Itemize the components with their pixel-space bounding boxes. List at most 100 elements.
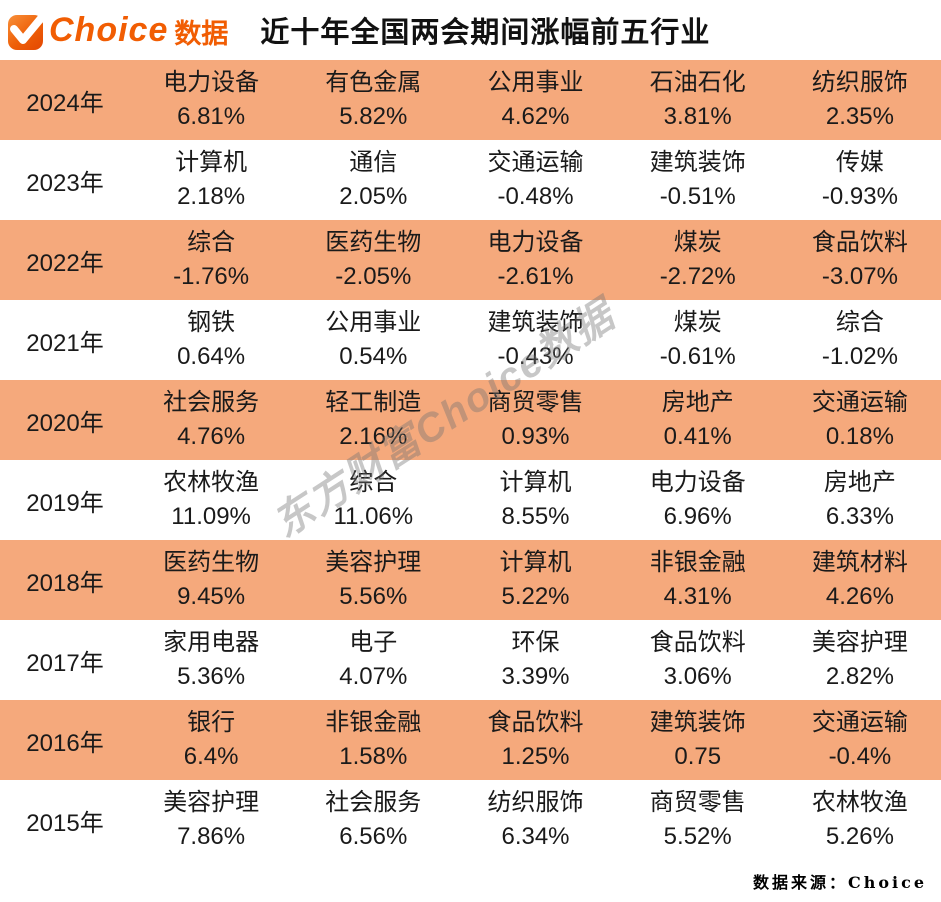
year-label: 2023年 [26, 169, 104, 197]
industry-change: 6.33% [825, 503, 894, 530]
industry-cell: 社会服务 6.56% [292, 780, 454, 860]
footer: 数据来源：Choice [0, 860, 941, 902]
industry-change: 5.82% [339, 103, 408, 130]
industry-name: 农林牧渔 [163, 469, 260, 496]
industry-name: 电力设备 [649, 469, 746, 496]
industry-name: 电力设备 [487, 229, 584, 256]
industry-name: 建筑装饰 [649, 149, 746, 176]
industry-cell: 建筑装饰 0.75 [617, 700, 779, 780]
industry-name: 食品饮料 [811, 229, 908, 256]
industry-name: 石油石化 [649, 69, 746, 96]
industry-cell: 房地产 6.33% [779, 460, 941, 540]
industry-cell: 家用电器 5.36% [130, 620, 292, 700]
industry-name: 医药生物 [163, 549, 260, 576]
industry-change: 11.06% [333, 503, 414, 530]
industry-cell: 建筑装饰 -0.43% [454, 300, 616, 380]
industry-change: 0.18% [825, 423, 894, 450]
industry-name: 建筑材料 [811, 549, 908, 576]
table-row: 2019年 农林牧渔 11.09% 综合 11.06% 计算机 8.55% 电力设备 6.96%… [0, 460, 941, 540]
table-row: 2024年 电力设备 6.81% 有色金属 5.82% 公用事业 4.62% 石油石化 3.81… [0, 60, 941, 140]
industry-name: 农林牧渔 [811, 789, 908, 816]
industry-change: 4.31% [663, 583, 732, 610]
check-icon [8, 6, 51, 50]
industry-cell: 综合 11.06% [292, 460, 454, 540]
industry-name: 社会服务 [163, 389, 260, 416]
industry-change: 0.64% [177, 343, 246, 370]
industry-name: 建筑装饰 [487, 309, 584, 336]
industry-name: 煤炭 [673, 229, 722, 256]
industry-name: 非银金融 [649, 549, 746, 576]
industry-name: 传媒 [835, 149, 884, 176]
industry-change: 8.55% [501, 503, 570, 530]
industry-name: 电力设备 [163, 69, 260, 96]
industry-cell: 医药生物 9.45% [130, 540, 292, 620]
industry-cell: 食品饮料 3.06% [617, 620, 779, 700]
year-label: 2022年 [26, 249, 104, 277]
table-row: 2016年 银行 6.4% 非银金融 1.58% 食品饮料 1.25% 建筑装饰 0.75 交通运… [0, 700, 941, 780]
industry-change: 2.82% [825, 663, 894, 690]
industry-name: 综合 [835, 309, 884, 336]
industry-change: -1.02% [821, 343, 898, 370]
industry-cell: 建筑装饰 -0.51% [617, 140, 779, 220]
industry-change: -2.05% [335, 263, 412, 290]
industry-change: 2.35% [825, 103, 894, 130]
industry-cell: 交通运输 -0.48% [454, 140, 616, 220]
industry-name: 煤炭 [673, 309, 722, 336]
industry-name: 交通运输 [811, 709, 908, 736]
industry-name: 钢铁 [187, 309, 236, 336]
industry-cell: 电力设备 6.81% [130, 60, 292, 140]
year-label: 2019年 [26, 489, 104, 517]
industry-name: 有色金属 [325, 69, 422, 96]
industry-change: 4.26% [825, 583, 894, 610]
year-label: 2024年 [26, 89, 104, 117]
industry-change: 5.22% [501, 583, 570, 610]
industry-change: 2.16% [339, 423, 408, 450]
year-label: 2016年 [26, 729, 104, 757]
industry-cell: 社会服务 4.76% [130, 380, 292, 460]
year-label: 2021年 [26, 329, 104, 357]
industry-change: -0.4% [828, 743, 892, 770]
industry-cell: 食品饮料 -3.07% [779, 220, 941, 300]
table-row: 2022年 综合 -1.76% 医药生物 -2.05% 电力设备 -2.61% 煤炭 -2.72… [0, 220, 941, 300]
industry-name: 电子 [349, 629, 398, 656]
industry-cell: 纺织服饰 2.35% [779, 60, 941, 140]
industry-name: 银行 [187, 709, 236, 736]
industry-name: 纺织服饰 [487, 789, 584, 816]
industry-cell: 综合 -1.76% [130, 220, 292, 300]
industry-change: 6.4% [183, 743, 239, 770]
industry-cell: 美容护理 5.56% [292, 540, 454, 620]
industry-change: 9.45% [177, 583, 246, 610]
industry-cell: 医药生物 -2.05% [292, 220, 454, 300]
industry-cell: 轻工制造 2.16% [292, 380, 454, 460]
industry-name: 环保 [511, 629, 560, 656]
industry-cell: 银行 6.4% [130, 700, 292, 780]
industry-cell: 煤炭 -2.72% [617, 220, 779, 300]
industry-change: 4.07% [339, 663, 408, 690]
industry-name: 交通运输 [811, 389, 908, 416]
industry-name: 房地产 [823, 469, 896, 496]
industry-name: 商贸零售 [487, 389, 584, 416]
industry-name: 商贸零售 [649, 789, 746, 816]
industry-name: 交通运输 [487, 149, 584, 176]
industry-table: 2024年 电力设备 6.81% 有色金属 5.82% 公用事业 4.62% 石油石化 3.81… [0, 60, 941, 860]
industry-name: 轻工制造 [325, 389, 422, 416]
year-label: 2018年 [26, 569, 104, 597]
industry-cell: 传媒 -0.93% [779, 140, 941, 220]
industry-change: -2.61% [497, 263, 574, 290]
industry-cell: 非银金融 4.31% [617, 540, 779, 620]
year-label: 2017年 [26, 649, 104, 677]
industry-name: 计算机 [499, 549, 572, 576]
industry-name: 房地产 [661, 389, 734, 416]
industry-change: -0.93% [821, 183, 898, 210]
industry-name: 综合 [187, 229, 236, 256]
industry-cell: 计算机 8.55% [454, 460, 616, 540]
table-row: 2018年 医药生物 9.45% 美容护理 5.56% 计算机 5.22% 非银金融 4.31%… [0, 540, 941, 620]
header: Choice 数据 近十年全国两会期间涨幅前五行业 [0, 0, 941, 60]
industry-change: 2.05% [339, 183, 408, 210]
year-label: 2020年 [26, 409, 104, 437]
industry-change: 6.34% [501, 823, 570, 850]
industry-name: 纺织服饰 [811, 69, 908, 96]
industry-cell: 煤炭 -0.61% [617, 300, 779, 380]
industry-change: 3.81% [663, 103, 732, 130]
